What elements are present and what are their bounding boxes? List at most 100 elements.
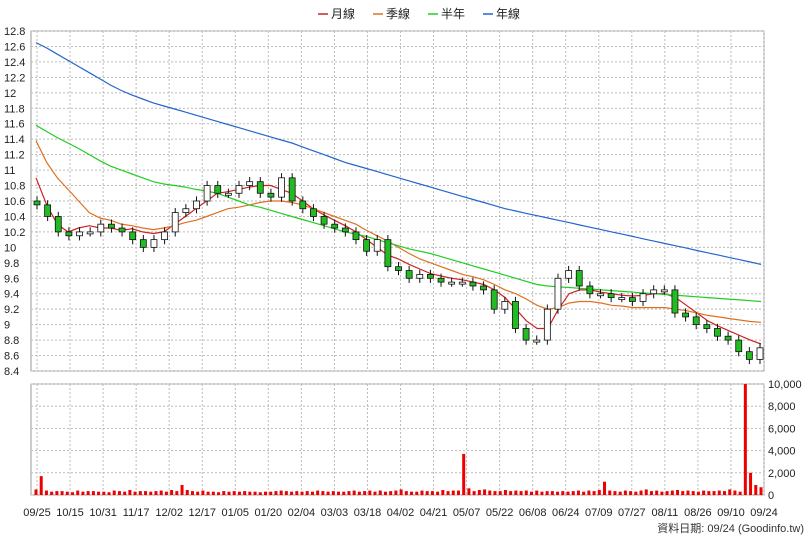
candle-body-14 <box>182 208 190 213</box>
volume-bar-119 <box>655 490 659 495</box>
volume-bar-36 <box>222 491 226 495</box>
date-tick-label-12: 04/21 <box>420 507 448 519</box>
volume-grid <box>30 383 765 496</box>
volume-bar-135 <box>738 491 742 495</box>
candle-body-29 <box>341 227 349 233</box>
volume-bar-59 <box>342 491 346 495</box>
price-tick-label-16: 9.6 <box>4 273 19 285</box>
volume-bar-2 <box>44 490 48 495</box>
volume-bar-44 <box>263 491 267 495</box>
volume-bar-54 <box>316 490 320 495</box>
date-tick-label-10: 03/18 <box>354 507 382 519</box>
date-tick-label-19: 08/11 <box>652 507 679 519</box>
candle-body-54 <box>607 293 615 298</box>
volume-bar-63 <box>363 491 367 495</box>
date-tick-label-4: 12/02 <box>155 507 183 519</box>
volume-bar-97 <box>540 491 544 495</box>
volume-bar-20 <box>138 491 142 495</box>
candle-body-20 <box>246 181 254 186</box>
volume-bar-52 <box>305 491 309 495</box>
volume-bar-96 <box>535 490 539 495</box>
volume-bar-75 <box>425 491 429 495</box>
volume-bar-108 <box>597 490 601 495</box>
candle-body-11 <box>150 239 158 248</box>
date-tick-label-15: 06/08 <box>519 507 547 519</box>
date-tick-label-0: 09/25 <box>23 507 51 519</box>
price-tick-label-9: 11 <box>4 165 15 177</box>
volume-bar-101 <box>561 491 565 495</box>
candle-body-65 <box>724 335 732 341</box>
candle-body-24 <box>288 177 296 202</box>
candle-body-32 <box>373 239 381 252</box>
candle-body-57 <box>639 293 647 302</box>
volume-bar-28 <box>180 485 184 495</box>
date-tick-label-5: 12/17 <box>188 507 216 519</box>
candle-body-51 <box>575 270 583 287</box>
volume-bar-9 <box>81 491 85 495</box>
date-tick-label-11: 04/02 <box>387 507 415 519</box>
volume-bar-106 <box>587 490 591 495</box>
volume-bar-51 <box>300 491 304 495</box>
volume-tick-label-5: 0 <box>768 490 774 502</box>
volume-bar-132 <box>722 491 726 495</box>
volume-bar-64 <box>368 490 372 495</box>
volume-bar-41 <box>248 491 252 495</box>
legend-label-0: 月線 <box>331 6 355 21</box>
date-tick-label-16: 06/24 <box>552 507 580 519</box>
date-tick-label-22: 09/24 <box>750 507 778 519</box>
volume-bar-34 <box>211 491 215 495</box>
ma-line-3 <box>35 42 762 265</box>
candle-body-56 <box>629 297 636 302</box>
volume-bar-29 <box>185 490 189 495</box>
volume-bar-31 <box>196 491 200 495</box>
volume-bar-21 <box>144 491 148 495</box>
legend-label-1: 季線 <box>386 6 410 21</box>
date-tick-label-9: 03/03 <box>321 507 349 519</box>
volume-bar-65 <box>373 491 377 495</box>
candle-body-59 <box>660 289 668 293</box>
volume-bar-10 <box>86 491 90 495</box>
candle-body-28 <box>331 223 339 229</box>
volume-bar-42 <box>253 491 257 495</box>
candle-body-49 <box>554 277 562 310</box>
volume-bar-128 <box>702 490 706 495</box>
volume-bar-89 <box>498 491 502 495</box>
volume-bar-88 <box>493 491 497 495</box>
volume-bar-13 <box>102 491 106 495</box>
candle-body-16 <box>203 185 211 202</box>
volume-bar-138 <box>754 485 758 495</box>
candle-body-38 <box>437 277 445 283</box>
volume-bar-56 <box>326 491 330 495</box>
volume-bar-139 <box>759 487 763 495</box>
volume-bar-116 <box>639 490 643 495</box>
price-grid <box>30 30 765 372</box>
price-tick-label-5: 11.8 <box>4 103 25 115</box>
price-tick-label-2: 12.4 <box>4 57 25 69</box>
candle-body-34 <box>395 266 402 271</box>
volume-bar-69 <box>394 490 398 495</box>
candle-body-30 <box>352 231 360 241</box>
volume-tick-label-2: 6,000 <box>768 423 796 435</box>
price-tick-label-18: 9.2 <box>4 304 19 316</box>
volume-bar-99 <box>550 491 554 495</box>
volume-bar-112 <box>618 491 622 495</box>
moving-average-lines <box>35 42 762 345</box>
volume-bar-16 <box>117 491 121 495</box>
volume-bar-84 <box>472 491 476 495</box>
volume-bar-60 <box>347 491 351 495</box>
price-tick-label-12: 10.4 <box>4 211 25 223</box>
candle-body-8 <box>118 227 126 233</box>
volume-bar-82 <box>462 453 466 495</box>
candle-body-40 <box>458 281 466 285</box>
volume-bar-22 <box>149 491 153 495</box>
volume-bar-118 <box>649 491 653 495</box>
volume-bar-72 <box>410 491 414 495</box>
candle-body-36 <box>416 274 424 279</box>
candle-body-62 <box>692 316 700 326</box>
volume-bar-80 <box>451 490 455 495</box>
price-tick-label-19: 9 <box>4 320 10 332</box>
volume-bar-81 <box>456 490 460 495</box>
volume-bars <box>34 384 763 495</box>
